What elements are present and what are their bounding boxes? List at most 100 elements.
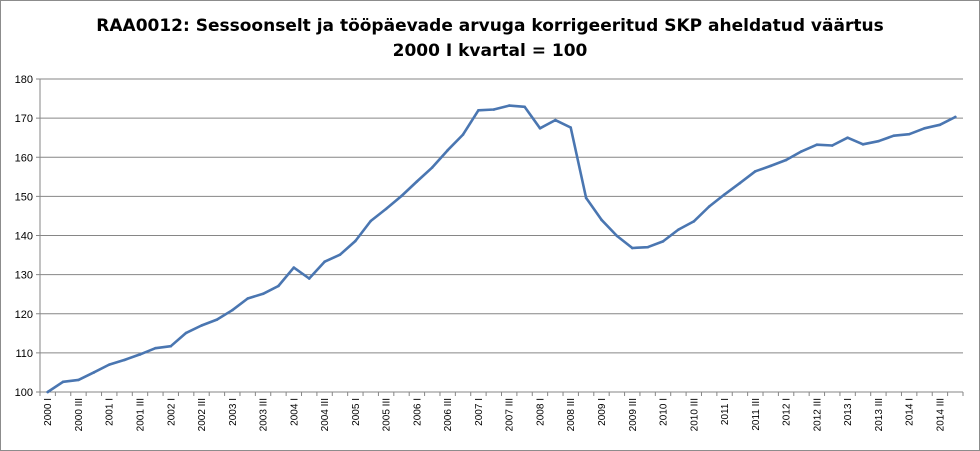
- data-point: [584, 196, 588, 200]
- data-point: [738, 181, 742, 185]
- data-point: [554, 118, 557, 122]
- x-tick-label: 2000 I: [43, 398, 54, 426]
- x-tick-label: 2012 III: [812, 398, 823, 431]
- data-point: [184, 331, 188, 335]
- data-point: [77, 378, 80, 382]
- chart-title-block: RAA0012: Sessoonselt ja tööpäevade arvug…: [0, 14, 980, 64]
- x-tick-label: 2014 I: [905, 398, 916, 426]
- x-tick-label: 2006 III: [443, 398, 454, 431]
- data-point: [123, 358, 126, 362]
- data-point: [830, 144, 834, 147]
- data-point: [430, 166, 434, 169]
- data-point: [846, 136, 849, 139]
- x-tick-label: 2013 I: [843, 398, 854, 426]
- data-point: [446, 148, 449, 152]
- x-tick-label: 2013 III: [874, 398, 885, 431]
- data-point: [200, 324, 203, 327]
- data-point: [323, 260, 326, 264]
- data-point: [523, 105, 526, 109]
- chart-title: RAA0012: Sessoonselt ja tööpäevade arvug…: [96, 16, 884, 36]
- data-point: [861, 143, 865, 146]
- x-tick-label: 2004 III: [320, 398, 331, 431]
- data-point: [261, 292, 265, 296]
- series-line: [46, 104, 957, 394]
- x-tick-label: 2009 III: [628, 398, 639, 431]
- y-tick-label: 110: [15, 348, 33, 360]
- data-point: [661, 240, 665, 243]
- x-tick-label: 2001 I: [105, 398, 116, 426]
- y-tick-label: 120: [15, 309, 33, 321]
- data-point: [800, 150, 803, 153]
- x-tick-label: 2011 III: [751, 398, 762, 431]
- data-point: [707, 205, 711, 208]
- data-point: [630, 246, 634, 250]
- data-point: [307, 277, 311, 280]
- x-tick-label: 2004 I: [289, 398, 300, 426]
- data-point: [169, 344, 173, 348]
- data-point: [754, 170, 757, 173]
- data-point: [646, 245, 649, 249]
- data-point: [338, 253, 342, 256]
- y-tick-label: 160: [15, 152, 33, 164]
- data-point: [507, 104, 511, 107]
- y-tick-label: 100: [15, 387, 33, 399]
- data-point: [923, 126, 926, 130]
- y-tick-label: 180: [15, 74, 33, 86]
- data-point: [107, 363, 111, 366]
- x-tick-label: 2007 I: [474, 398, 485, 426]
- x-tick-label: 2003 I: [228, 398, 239, 426]
- data-point: [277, 284, 280, 288]
- data-point: [384, 207, 388, 211]
- x-tick-label: 2011 I: [720, 398, 731, 425]
- data-point: [292, 266, 296, 269]
- data-point: [877, 139, 880, 143]
- x-tick-label: 2012 I: [782, 398, 793, 426]
- x-tick-label: 2010 I: [659, 398, 670, 426]
- chart-subtitle: 2000 I kvartal = 100: [392, 41, 588, 61]
- data-point: [61, 380, 65, 384]
- x-tick-label: 2007 III: [505, 398, 516, 431]
- data-point: [538, 126, 542, 130]
- x-tick-label: 2006 I: [412, 398, 423, 426]
- data-point: [246, 297, 249, 300]
- y-tick-label: 150: [15, 191, 33, 203]
- x-tick-label: 2002 III: [197, 398, 208, 431]
- x-tick-label: 2001 III: [135, 398, 146, 431]
- data-point: [938, 123, 942, 127]
- data-point: [154, 346, 157, 350]
- x-tick-label: 2008 III: [566, 398, 577, 431]
- x-tick-label: 2005 III: [382, 398, 393, 431]
- data-point: [569, 126, 573, 129]
- y-tick-label: 170: [15, 113, 33, 125]
- data-point: [723, 193, 726, 196]
- data-point: [354, 239, 357, 243]
- data-point: [138, 353, 142, 356]
- data-point: [230, 308, 234, 312]
- x-tick-label: 2009 I: [597, 398, 608, 426]
- data-point: [215, 318, 219, 321]
- data-point: [46, 390, 49, 394]
- data-point: [415, 180, 419, 183]
- x-tick-label: 2003 III: [259, 398, 270, 431]
- x-tick-label: 2014 III: [935, 398, 946, 431]
- x-tick-label: 2000 III: [74, 398, 85, 431]
- x-tick-label: 2002 I: [166, 398, 177, 426]
- data-point: [369, 219, 373, 223]
- data-point: [492, 108, 496, 111]
- data-point: [92, 371, 96, 374]
- data-point: [677, 228, 680, 231]
- data-point: [692, 220, 696, 223]
- x-tick-label: 2005 I: [351, 398, 362, 426]
- data-point: [477, 109, 480, 112]
- x-tick-label: 2008 I: [535, 398, 546, 426]
- y-tick-label: 140: [15, 231, 33, 243]
- data-point: [907, 132, 911, 136]
- data-point: [815, 143, 819, 147]
- data-point: [892, 134, 896, 138]
- x-tick-label: 2010 III: [689, 398, 700, 431]
- data-point: [400, 194, 403, 198]
- y-tick-label: 130: [15, 270, 33, 282]
- data-point: [600, 218, 603, 222]
